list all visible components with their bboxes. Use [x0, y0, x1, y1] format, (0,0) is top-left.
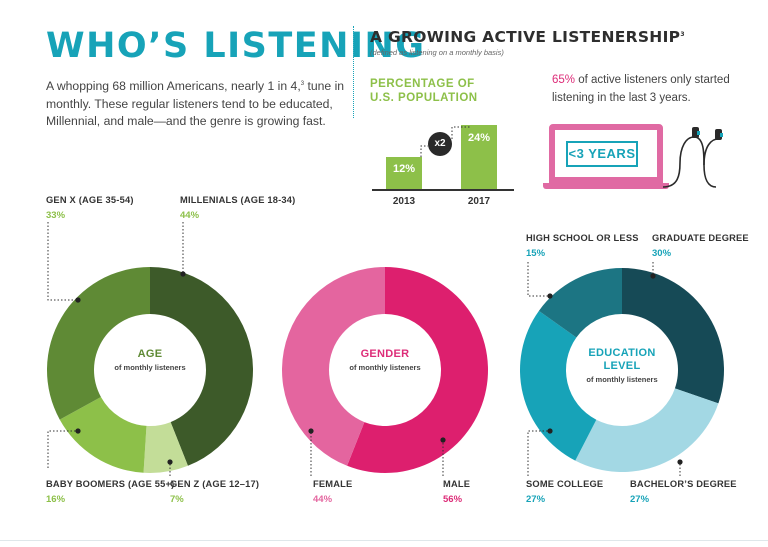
- somecollege-label: SOME COLLEGE: [526, 479, 604, 489]
- highschool-label: HIGH SCHOOL OR LESS: [526, 233, 639, 243]
- bachelors-pct: 27%: [630, 494, 650, 505]
- listenership-title: A GROWING ACTIVE LISTENERSHIP3: [370, 28, 685, 46]
- footer-rule: [0, 540, 768, 541]
- intro-text-start: A whopping 68 million Americans, nearly …: [46, 79, 301, 94]
- intro-text-end: tune in monthly. These regular listeners…: [46, 79, 345, 129]
- leader-line: [527, 430, 550, 476]
- leader-dot: [440, 437, 446, 443]
- bachelors-label: BACHELOR’S DEGREE: [630, 479, 737, 489]
- leader-dot: [308, 428, 314, 434]
- female-label: FEMALE: [313, 479, 353, 489]
- leader-line: [47, 430, 78, 468]
- education-donut-title-1: EDUCATION: [588, 347, 656, 359]
- male-label: MALE: [443, 479, 471, 489]
- millenials-label: MILLENIALS (AGE 18-34): [180, 195, 296, 205]
- gender-donut-title: GENDER: [360, 348, 410, 360]
- donut-slice: [143, 422, 188, 473]
- highschool-pct: 15%: [526, 248, 546, 259]
- leader-line: [47, 222, 78, 301]
- age-donut-title: AGE: [137, 348, 163, 360]
- education-donut-center: EDUCATION LEVEL of monthly listeners: [572, 347, 672, 384]
- education-donut-subtitle: of monthly listeners: [586, 375, 658, 384]
- laptop-base-icon: [543, 183, 669, 189]
- leader-dot: [167, 459, 173, 465]
- bar-chart-baseline: [372, 189, 514, 191]
- intro-footnote: 3: [300, 81, 305, 87]
- millenials-pct: 44%: [180, 210, 200, 221]
- genx-label: GEN X (AGE 35-54): [46, 195, 134, 205]
- male-pct: 56%: [443, 494, 463, 505]
- bar-value-label: 12%: [392, 163, 416, 175]
- leader-dot: [180, 271, 186, 277]
- donut-slice: [46, 267, 150, 420]
- donut-slice: [622, 268, 725, 404]
- growth-badge: x2: [428, 132, 452, 156]
- education-donut-title-2: LEVEL: [603, 360, 641, 372]
- genz-pct: 7%: [170, 494, 184, 505]
- bar-year-label: 2013: [392, 196, 416, 207]
- graduate-pct: 30%: [652, 248, 672, 259]
- active-listener-note: 65% of active listeners only started lis…: [552, 72, 742, 107]
- leader-dot: [650, 273, 656, 279]
- donut-slice: [538, 268, 622, 338]
- laptop-icon: [549, 124, 663, 183]
- somecollege-pct: 27%: [526, 494, 546, 505]
- listenership-subtitle: (defined as listening on a monthly basis…: [370, 48, 504, 57]
- age-donut-subtitle: of monthly listeners: [114, 363, 186, 372]
- boomers-pct: 16%: [46, 494, 66, 505]
- leader-dot: [547, 428, 553, 434]
- leader-dot: [75, 297, 81, 303]
- gender-donut-center: GENDER of monthly listeners: [335, 348, 435, 372]
- donut-slice: [575, 388, 719, 473]
- listenership-footnote: 3: [680, 30, 685, 38]
- genz-label: GEN Z (AGE 12–17): [170, 479, 260, 489]
- graduate-label: GRADUATE DEGREE: [652, 233, 749, 243]
- active-listener-pct: 65%: [552, 74, 576, 86]
- bar-2013: 12%: [386, 157, 422, 189]
- leader-dot: [75, 428, 81, 434]
- boomers-label: BABY BOOMERS (AGE 55+): [46, 479, 175, 489]
- bar-chart-title: PERCENTAGE OF U.S. POPULATION: [370, 78, 478, 104]
- female-pct: 44%: [313, 494, 333, 505]
- gender-donut-subtitle: of monthly listeners: [349, 363, 421, 372]
- main-title: WHO’S LISTENING: [46, 26, 426, 66]
- laptop-screen-label: <3 YEARS: [566, 141, 638, 167]
- leader-dot: [677, 459, 683, 465]
- donut-slice: [59, 396, 147, 473]
- intro-paragraph: A whopping 68 million Americans, nearly …: [46, 76, 346, 131]
- bar-value-label: 24%: [467, 132, 491, 144]
- donut-slice: [347, 267, 488, 473]
- age-donut-center: AGE of monthly listeners: [100, 348, 200, 372]
- donut-slice: [282, 267, 385, 466]
- active-listener-text: of active listeners only started listeni…: [552, 74, 730, 104]
- section-divider: [353, 26, 354, 118]
- genx-pct: 33%: [46, 210, 66, 221]
- donut-slice: [520, 310, 597, 461]
- leader-dot: [547, 293, 553, 299]
- bar-year-label: 2017: [467, 196, 491, 207]
- listenership-title-text: A GROWING ACTIVE LISTENERSHIP: [370, 28, 681, 46]
- leader-line: [527, 262, 550, 297]
- donut-slice: [150, 267, 254, 466]
- earphones-icon: [662, 127, 723, 188]
